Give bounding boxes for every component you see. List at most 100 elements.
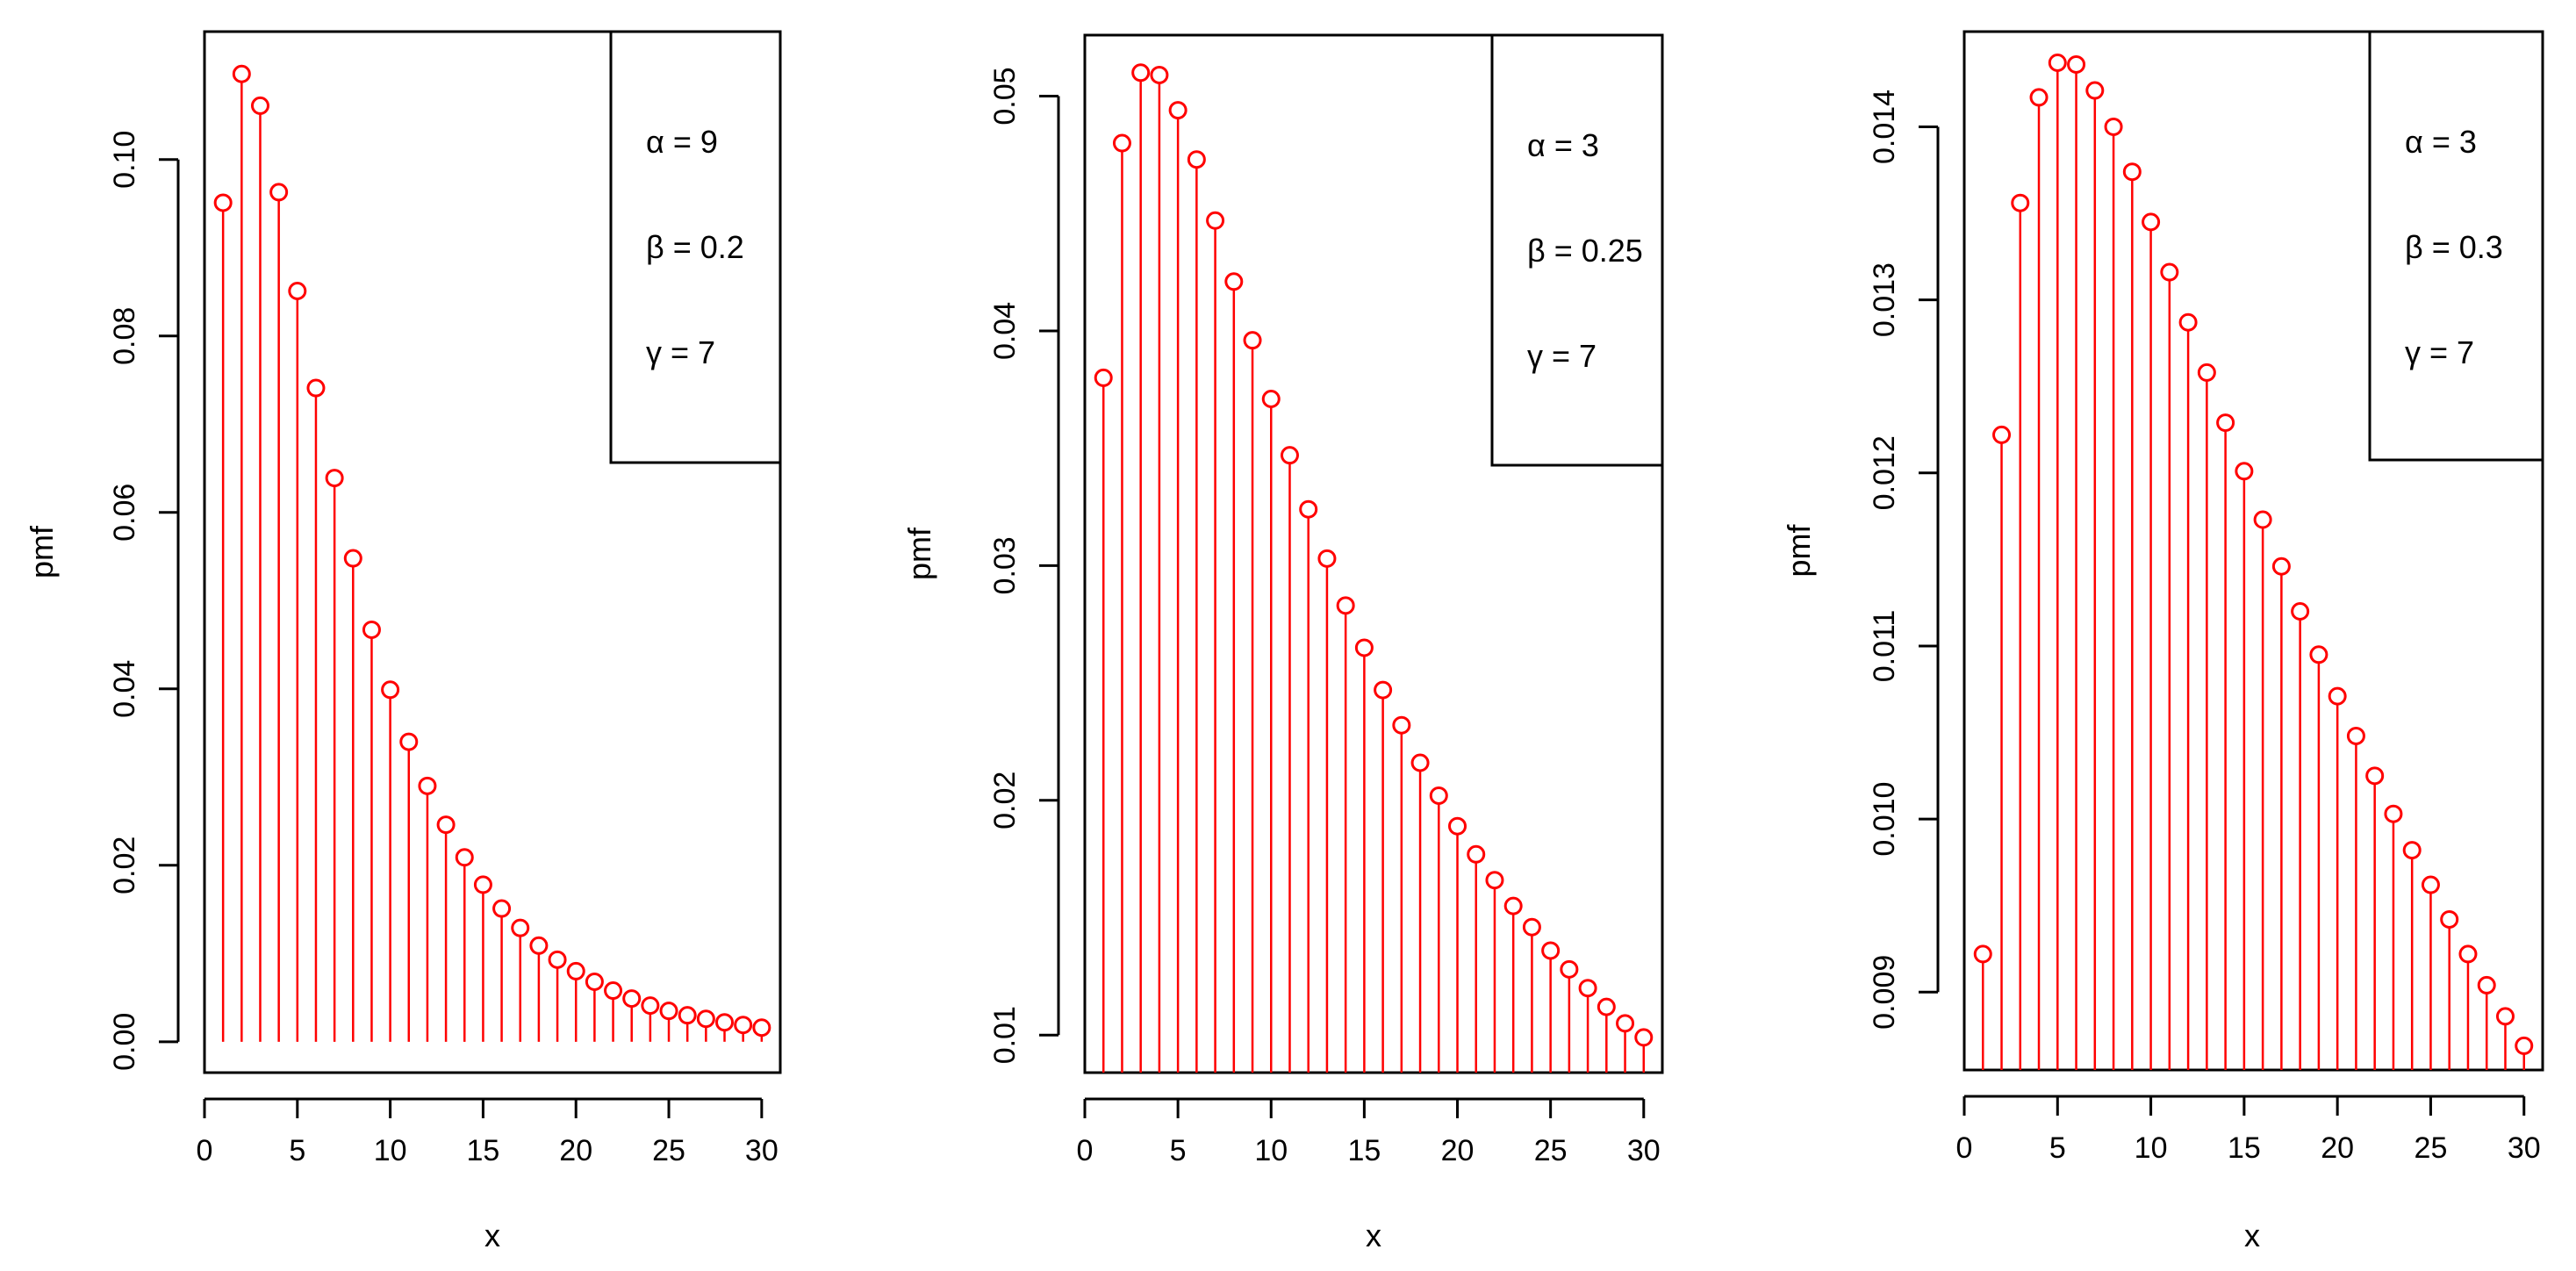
data-point [2253, 510, 2272, 529]
data-point [2122, 162, 2142, 182]
data-point [2477, 975, 2496, 995]
x-tick-label: 25 [1534, 1134, 1568, 1167]
data-point [1168, 101, 1188, 120]
chart-panel-2: 0 5 10 15 20 25 30 x 0.01 0.02 0.03 0.04 0.05 pmf α = … [901, 33, 1664, 1253]
data-point [2515, 1036, 2534, 1055]
x-tick-label: 15 [2228, 1131, 2261, 1165]
legend-entry: γ = 7 [1527, 338, 1597, 374]
x-tick-label: 10 [374, 1134, 407, 1167]
y-tick-label: 0.04 [108, 660, 141, 718]
legend-entry: α = 3 [1527, 127, 1599, 163]
y-tick-label: 0.00 [108, 1013, 141, 1071]
x-tick-label: 0 [1077, 1134, 1094, 1167]
data-point [2104, 117, 2123, 136]
y-axis-title: pmf [1781, 523, 1817, 577]
chart-panel-3: 0 5 10 15 20 25 30 x 0.009 0.010 0.011 0.012 0.013 0.… [1781, 30, 2544, 1253]
legend-entry: γ = 7 [2405, 334, 2474, 370]
y-tick-label: 0.08 [108, 307, 141, 365]
plot-frame [203, 30, 782, 1074]
x-tick-label: 25 [652, 1134, 685, 1167]
legend-entry: γ = 7 [646, 334, 715, 370]
data-point [2346, 726, 2365, 745]
y-tick-label: 0.012 [1868, 435, 1901, 510]
data-point [1317, 549, 1337, 568]
data-point [2271, 557, 2291, 576]
data-point [288, 281, 307, 300]
data-point [1597, 997, 1616, 1016]
data-point [2309, 645, 2328, 664]
data-point [2328, 686, 2347, 706]
x-tick-label: 30 [745, 1134, 779, 1167]
legend-entry: β = 0.3 [2405, 229, 2503, 265]
y-tick-label: 0.011 [1868, 610, 1901, 683]
data-point [585, 972, 604, 991]
data-point [2011, 193, 2030, 212]
data-point [2458, 944, 2478, 964]
legend-box [609, 30, 782, 464]
y-axis-title: pmf [901, 527, 937, 580]
x-axis-title: x [484, 1217, 500, 1253]
y-tick-label: 0.10 [108, 131, 141, 189]
data-point [1261, 390, 1281, 409]
data-point [659, 1002, 678, 1021]
data-point [696, 1009, 715, 1029]
x-tick-label: 30 [2508, 1131, 2541, 1165]
x-tick-label: 20 [1441, 1134, 1475, 1167]
data-point [399, 732, 419, 751]
x-tick-label: 5 [2049, 1131, 2066, 1165]
data-point [752, 1018, 771, 1038]
data-point [678, 1006, 697, 1025]
data-point [2421, 875, 2440, 894]
y-tick-label: 0.014 [1868, 90, 1901, 164]
y-tick-label: 0.04 [988, 302, 1022, 360]
y-tick-label: 0.01 [988, 1006, 1022, 1064]
data-point [511, 918, 530, 937]
x-tick-label: 25 [2415, 1131, 2448, 1165]
data-point [715, 1013, 735, 1032]
data-point [1374, 680, 1393, 700]
data-point [622, 989, 642, 1009]
data-point [1299, 499, 1318, 519]
data-point [1992, 425, 2012, 444]
x-tick-label: 20 [2321, 1131, 2354, 1165]
y-tick-label: 0.009 [1868, 955, 1901, 1030]
y-tick-label: 0.05 [988, 67, 1022, 125]
y-tick-label: 0.03 [988, 536, 1022, 594]
data-point [2291, 602, 2310, 621]
data-point [1112, 133, 1131, 153]
data-point [2216, 413, 2235, 433]
data-point [2048, 53, 2067, 72]
data-point [2197, 363, 2216, 382]
data-point [1448, 816, 1467, 836]
x-tick-label: 0 [1956, 1131, 1973, 1165]
y-axis-title: pmf [24, 525, 60, 578]
data-point [1973, 944, 1992, 964]
data-point [269, 183, 289, 202]
data-point [1224, 272, 1244, 291]
data-point [2440, 909, 2459, 929]
data-point [2495, 1007, 2515, 1026]
data-point [1150, 65, 1169, 84]
data-point [455, 848, 474, 867]
data-point [566, 961, 585, 980]
data-point [2365, 766, 2385, 786]
chart-panel-1: 0 5 10 15 20 25 30 x 0.00 0.02 0.04 0.06 0.08 0.10 pmf… [24, 30, 782, 1253]
legend-box [2368, 30, 2544, 462]
data-point [473, 875, 492, 894]
data-point [232, 64, 251, 83]
data-point [1206, 211, 1225, 230]
y-tick-label: 0.010 [1868, 782, 1901, 857]
y-tick-label: 0.013 [1868, 262, 1901, 337]
data-point [213, 193, 233, 212]
data-point [436, 815, 456, 835]
data-point [1336, 596, 1355, 615]
data-point [604, 981, 623, 1001]
data-point [1485, 871, 1504, 890]
x-tick-label: 0 [197, 1134, 213, 1167]
x-tick-label: 20 [559, 1134, 592, 1167]
x-tick-label: 5 [1170, 1134, 1187, 1167]
data-point [1467, 844, 1486, 864]
data-point [1541, 941, 1561, 960]
data-point [1410, 753, 1430, 772]
data-point [2029, 88, 2049, 107]
